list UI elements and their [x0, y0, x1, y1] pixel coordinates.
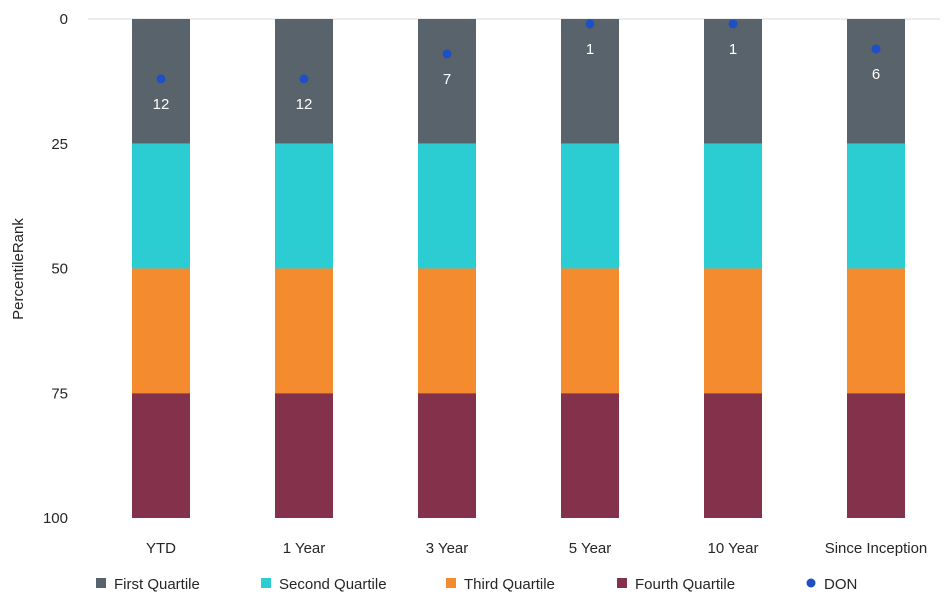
don-label-1: 12 [296, 96, 313, 113]
don-point-4 [728, 19, 738, 29]
legend-label: Third Quartile [464, 576, 555, 593]
legend-swatch [446, 578, 456, 588]
legend: First Quartile Second Quartile Third Quart… [96, 576, 857, 593]
y-tick-label: 100 [43, 510, 68, 527]
legend-swatch [806, 578, 816, 588]
bar-second-quartile-5 [847, 143, 905, 269]
bar-fourth-quartile-1 [275, 393, 333, 518]
bar-fourth-quartile-5 [847, 393, 905, 518]
legend-swatch [617, 578, 627, 588]
legend-label: First Quartile [114, 576, 200, 593]
bar-first-quartile-4 [704, 19, 762, 144]
don-label-3: 1 [586, 41, 594, 58]
y-tick-label: 50 [51, 261, 68, 278]
bar-fourth-quartile-4 [704, 393, 762, 518]
y-tick-label: 75 [51, 385, 68, 402]
bar-second-quartile-0 [132, 143, 190, 269]
don-point-0 [156, 74, 166, 84]
y-tick-label: 0 [60, 11, 68, 28]
bar-fourth-quartile-2 [418, 393, 476, 518]
bar-third-quartile-0 [132, 268, 190, 394]
bar-fourth-quartile-3 [561, 393, 619, 518]
x-tick-label: 10 Year [708, 540, 759, 557]
y-tick-label: 25 [51, 136, 68, 153]
legend-swatch [261, 578, 271, 588]
legend-label: DON [824, 576, 857, 593]
x-tick-label: YTD [146, 540, 176, 557]
x-tick-label: 1 Year [283, 540, 326, 557]
legend-label: Second Quartile [279, 576, 387, 593]
don-point-1 [299, 74, 309, 84]
legend-label: Fourth Quartile [635, 576, 735, 593]
x-tick-label: 5 Year [569, 540, 612, 557]
bar-second-quartile-4 [704, 143, 762, 269]
bar-first-quartile-3 [561, 19, 619, 144]
y-axis: 0 25 50 75 100 [43, 11, 68, 527]
don-label-2: 7 [443, 71, 451, 88]
bar-first-quartile-5 [847, 19, 905, 144]
y-axis-title: PercentileRank [10, 218, 27, 320]
bar-second-quartile-3 [561, 143, 619, 269]
bar-third-quartile-1 [275, 268, 333, 394]
bar-fourth-quartile-0 [132, 393, 190, 518]
bar-third-quartile-5 [847, 268, 905, 394]
legend-swatch [96, 578, 106, 588]
don-label-0: 12 [153, 96, 170, 113]
don-point-3 [585, 19, 595, 29]
don-label-4: 1 [729, 41, 737, 58]
don-label-5: 6 [872, 66, 880, 83]
don-point-2 [442, 49, 452, 59]
bar-third-quartile-4 [704, 268, 762, 394]
bars-group [132, 19, 905, 518]
don-point-5 [871, 44, 881, 54]
bar-third-quartile-2 [418, 268, 476, 394]
x-tick-label: 3 Year [426, 540, 469, 557]
x-tick-label: Since Inception [825, 540, 928, 557]
bar-third-quartile-3 [561, 268, 619, 394]
bar-second-quartile-2 [418, 143, 476, 269]
bar-first-quartile-2 [418, 19, 476, 144]
x-axis: YTD 1 Year 3 Year 5 Year 10 Year Since Incept… [146, 540, 927, 557]
bar-second-quartile-1 [275, 143, 333, 269]
points-group: 12 12 7 1 1 6 [153, 19, 881, 113]
